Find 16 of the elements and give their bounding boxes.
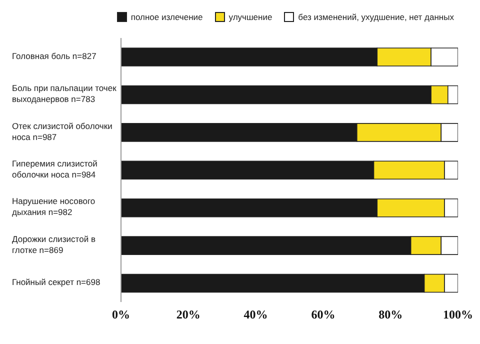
x-tick-label: 0% xyxy=(112,308,130,322)
y-tick-label: Гнойный секрет n=698 xyxy=(12,277,100,288)
x-tick-label: 40% xyxy=(244,308,268,322)
x-tick-label: 100% xyxy=(443,308,473,322)
y-tick-label: Гиперемия слизистой оболочки носа n=984 xyxy=(12,158,98,180)
x-tick-label: 60% xyxy=(311,308,336,322)
x-tick-label: 20% xyxy=(176,308,200,322)
legend-label: полное излечение xyxy=(130,12,203,22)
legend-label: улучшение xyxy=(228,12,272,22)
y-tick-label: Дорожки слизистой в глотке n=869 xyxy=(12,234,96,256)
x-tick-label: 80% xyxy=(378,308,403,322)
legend-label: без изменений, ухудшение, нет данных xyxy=(298,12,454,22)
y-tick-label: Отек слизистой оболочки носа n=987 xyxy=(12,121,113,142)
y-tick-label: Головная боль n=827 xyxy=(12,51,97,62)
y-tick-label: Боль при пальпации точек выходанервов n=783 xyxy=(12,83,117,104)
y-tick-label: Нарушение носового дыхания n=982 xyxy=(12,196,96,218)
